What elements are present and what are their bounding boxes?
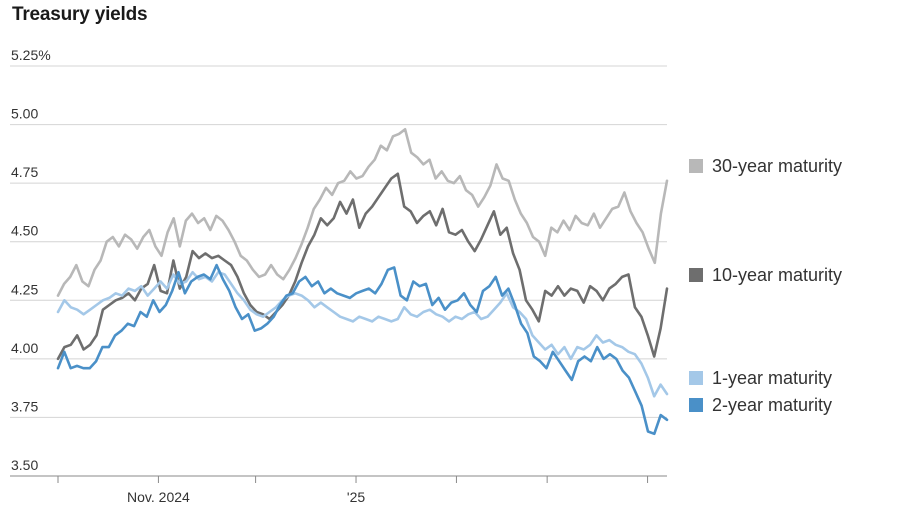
legend-swatch-3 <box>689 398 703 412</box>
y-tick-label-6: 3.75 <box>11 398 38 414</box>
y-tick-label-1: 5.00 <box>11 106 38 122</box>
grid-layer <box>10 65 667 477</box>
y-tick-label-4: 4.25 <box>11 281 38 297</box>
y-tick-label-3: 4.50 <box>11 223 38 239</box>
legend-swatch-2 <box>689 371 703 385</box>
y-tick-label-5: 4.00 <box>11 340 38 356</box>
series-line-30-year <box>56 128 669 297</box>
legend-label-1: 10-year maturity <box>712 265 842 285</box>
x-axis: Nov. 2024 '25 <box>10 475 667 505</box>
y-tick-label-2: 4.75 <box>11 164 38 180</box>
legend-swatch-0 <box>689 159 703 173</box>
legend-label-2: 1-year maturity <box>712 368 832 388</box>
series-line-10-year <box>56 172 669 361</box>
y-tick-label-7: 3.50 <box>11 457 38 473</box>
chart-title: Treasury yields <box>12 4 148 25</box>
series-line-1-year <box>56 270 669 398</box>
series-layer <box>56 128 669 436</box>
legend: 30-year maturity 10-year maturity 1-year m… <box>689 156 842 415</box>
legend-swatch-1 <box>689 268 703 282</box>
legend-label-0: 30-year maturity <box>712 156 842 176</box>
x-tick-label-1: Nov. 2024 <box>127 489 190 505</box>
legend-label-3: 2-year maturity <box>712 395 832 415</box>
y-axis-ticks: 5.25% 5.00 4.75 4.50 4.25 4.00 3.75 3.50 <box>11 47 51 473</box>
x-tick-label-3: '25 <box>347 489 365 505</box>
y-tick-label-0: 5.25% <box>11 47 51 63</box>
series-line-2-year <box>56 263 669 436</box>
